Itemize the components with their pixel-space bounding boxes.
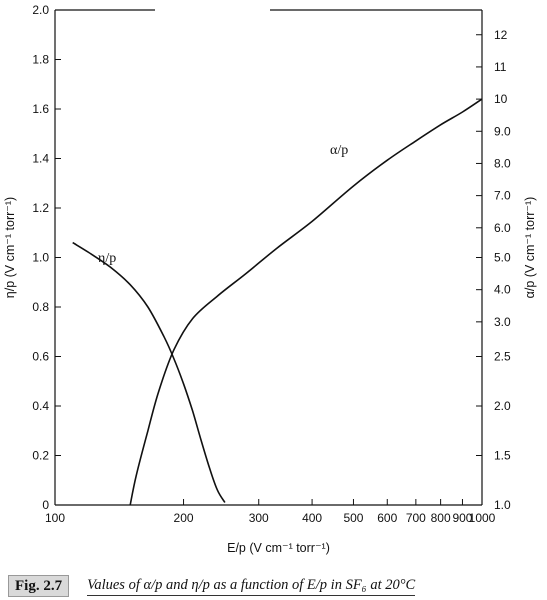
right-tick-label: 2.0 bbox=[494, 399, 511, 413]
left-tick-label: 2.0 bbox=[32, 3, 49, 17]
figure-caption: Fig. 2.7 Values of α/p and η/p as a func… bbox=[8, 575, 543, 597]
right-y-axis-title: α/p (V cm⁻¹ torr⁻¹) bbox=[523, 197, 537, 299]
x-tick-label: 700 bbox=[406, 511, 426, 525]
right-tick-label: 10 bbox=[494, 92, 508, 106]
series-label-eta: η/p bbox=[98, 251, 116, 266]
right-tick-label: 11 bbox=[494, 60, 507, 74]
series-label-alpha: α/p bbox=[330, 143, 348, 158]
left-tick-label: 1.8 bbox=[32, 53, 49, 67]
x-tick-label: 900 bbox=[452, 511, 472, 525]
plot-frame bbox=[54, 9, 483, 506]
left-tick-label: 1.6 bbox=[32, 102, 49, 116]
left-y-axis-title: η/p (V cm⁻¹ torr⁻¹) bbox=[3, 197, 17, 298]
left-tick-label: 0.6 bbox=[32, 350, 49, 364]
x-tick-label: 800 bbox=[431, 511, 451, 525]
right-tick-label: 2.5 bbox=[494, 350, 511, 364]
right-tick-label: 9.0 bbox=[494, 124, 511, 138]
x-tick-label: 400 bbox=[302, 511, 322, 525]
x-tick-label: 200 bbox=[174, 511, 194, 525]
alpha-curve bbox=[129, 98, 483, 506]
left-tick-label: 0 bbox=[42, 498, 49, 512]
left-tick-label: 1.0 bbox=[32, 251, 49, 265]
x-tick-label: 1000 bbox=[469, 511, 496, 525]
x-tick-label: 100 bbox=[45, 511, 65, 525]
right-tick-label: 12 bbox=[494, 28, 508, 42]
right-tick-label: 5.0 bbox=[494, 251, 511, 265]
right-tick-label: 3.0 bbox=[494, 315, 511, 329]
x-tick-label: 500 bbox=[343, 511, 363, 525]
left-tick-label: 0.8 bbox=[32, 300, 49, 314]
left-tick-label: 0.4 bbox=[32, 399, 49, 413]
right-tick-label: 7.0 bbox=[494, 189, 511, 203]
left-tick-label: 1.4 bbox=[32, 152, 49, 166]
right-tick-label: 6.0 bbox=[494, 221, 511, 235]
right-tick-label: 8.0 bbox=[494, 156, 511, 170]
left-y-axis: 0 0.2 0.4 0.6 0.8 1.0 1.2 1.4 1.6 1.8 2.0 bbox=[32, 3, 61, 512]
x-tick-label: 300 bbox=[249, 511, 269, 525]
left-tick-label: 1.2 bbox=[32, 201, 49, 215]
x-tick-label: 600 bbox=[377, 511, 397, 525]
right-tick-label: 1.5 bbox=[494, 449, 511, 463]
right-y-axis: 1.0 1.5 2.0 2.5 3.0 4.0 5.0 6.0 7.0 8.0 9.0 10 11 12 bbox=[476, 28, 511, 512]
right-tick-label: 4.0 bbox=[494, 283, 511, 297]
x-axis-title: E/p (V cm⁻¹ torr⁻¹) bbox=[227, 541, 330, 555]
figure-number: Fig. 2.7 bbox=[8, 575, 70, 597]
eta-curve bbox=[72, 241, 226, 503]
right-tick-label: 1.0 bbox=[494, 498, 511, 512]
left-tick-label: 0.2 bbox=[32, 449, 49, 463]
curves bbox=[72, 98, 483, 506]
figure-caption-text: Values of α/p and η/p as a function of E… bbox=[87, 577, 416, 596]
